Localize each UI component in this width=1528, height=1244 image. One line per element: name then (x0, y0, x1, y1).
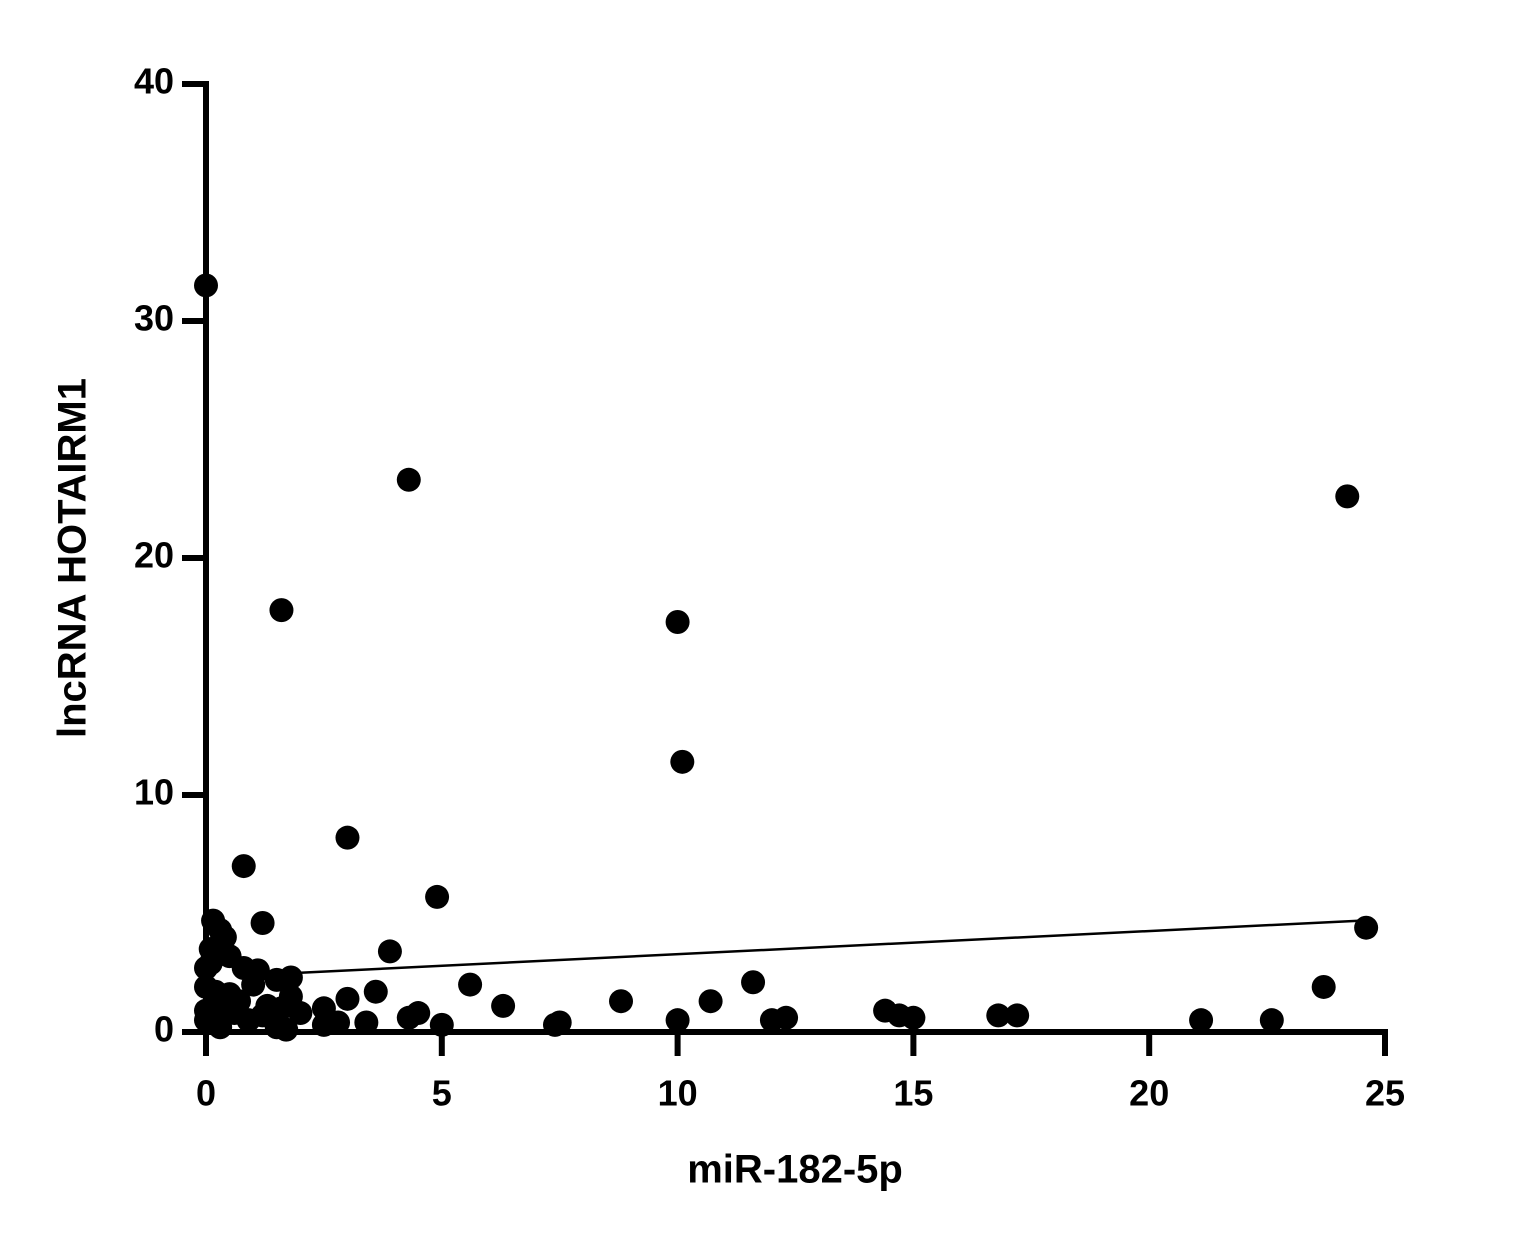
x-axis-label: miR-182-5p (687, 1148, 903, 1192)
point (396, 467, 421, 492)
point (491, 993, 516, 1018)
point (377, 939, 402, 964)
point (1335, 484, 1360, 509)
point (425, 884, 450, 909)
point (194, 273, 218, 298)
point (241, 972, 266, 997)
point (250, 910, 275, 935)
point (288, 1001, 313, 1026)
x-tick-label: 0 (196, 1073, 216, 1114)
point (1005, 1003, 1030, 1028)
point (269, 598, 294, 623)
point (335, 825, 360, 850)
point (354, 1010, 379, 1035)
x-tick-label: 5 (432, 1073, 452, 1114)
point (264, 967, 289, 992)
point (698, 989, 723, 1014)
point (741, 970, 766, 995)
y-axis-label: lncRNA HOTAIRM1 (51, 378, 95, 738)
point (269, 996, 294, 1021)
y-tick-label: 10 (134, 772, 174, 813)
x-tick-label: 15 (893, 1073, 933, 1114)
point (396, 1005, 421, 1030)
y-tick-label: 20 (134, 535, 174, 576)
x-tick-label: 10 (658, 1073, 698, 1114)
y-tick-label: 0 (154, 1009, 174, 1050)
point (194, 1008, 218, 1033)
point (670, 749, 695, 774)
point (363, 979, 388, 1004)
point (1259, 1008, 1284, 1033)
point (665, 609, 690, 634)
x-tick-label: 20 (1129, 1073, 1169, 1114)
point (1354, 915, 1379, 940)
point (1311, 974, 1336, 999)
point (231, 854, 256, 879)
point (1189, 1008, 1214, 1033)
point (901, 1005, 926, 1030)
point (335, 986, 360, 1011)
point (429, 1012, 454, 1037)
point (311, 1012, 336, 1037)
fit-line (300, 919, 1362, 974)
point (665, 1008, 690, 1033)
y-tick-label: 40 (134, 61, 174, 102)
point (986, 1003, 1011, 1028)
point (547, 1010, 572, 1035)
point (198, 951, 223, 976)
point (250, 1003, 275, 1028)
y-tick-label: 30 (134, 298, 174, 339)
point (458, 972, 483, 997)
x-tick-label: 25 (1365, 1073, 1405, 1114)
point (609, 989, 634, 1014)
point (759, 1008, 784, 1033)
